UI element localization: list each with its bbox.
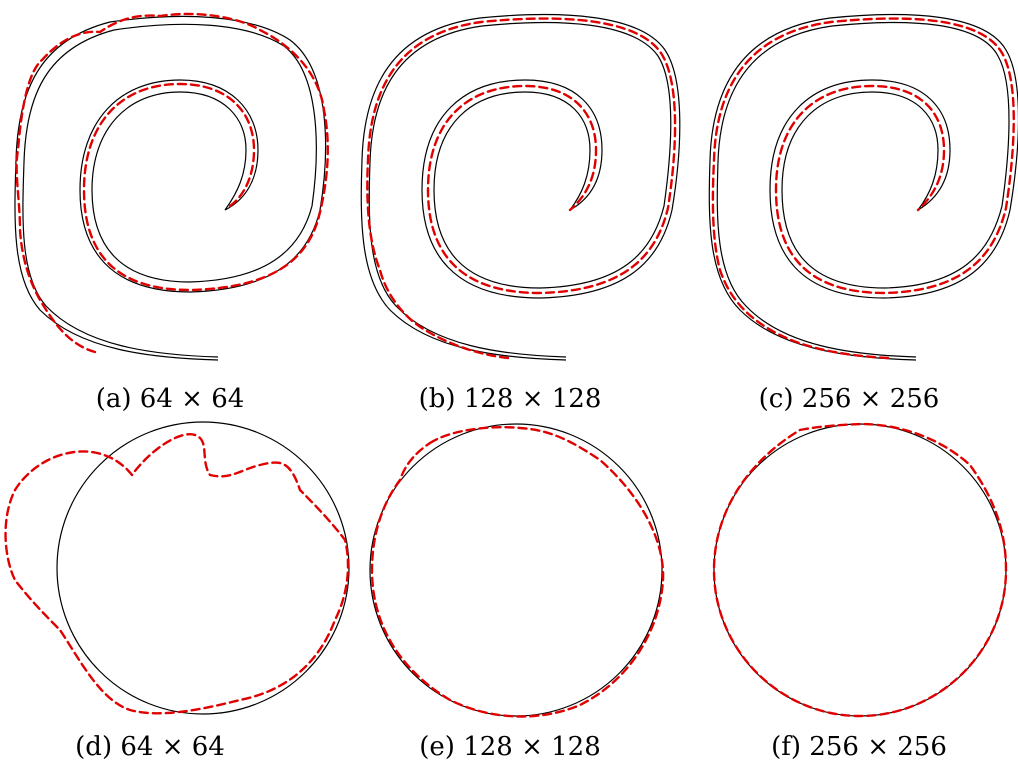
caption-e-text: 128 × 128 <box>463 732 601 762</box>
circle-approx-curve <box>370 425 665 718</box>
panel-f: (f) 256 × 256 <box>700 420 1018 770</box>
panel-b: (b) 128 × 128 <box>340 0 681 420</box>
caption-d-label: (d) <box>75 732 113 762</box>
circle-plot-d <box>4 421 350 715</box>
caption-d-text: 64 × 64 <box>120 732 225 762</box>
caption-b-label: (b) <box>418 384 456 414</box>
spiral-approx-curve <box>366 17 677 360</box>
caption-e-label: (e) <box>419 732 455 762</box>
caption-f-text: 256 × 256 <box>809 732 947 762</box>
circle-approx-curve <box>4 433 350 715</box>
spiral-approx-curve <box>711 17 1015 360</box>
spiral-exact-curve <box>708 13 1018 361</box>
caption-e: (e) 128 × 128 <box>419 732 601 762</box>
caption-c-text: 256 × 256 <box>801 384 940 414</box>
circle-plot-f <box>712 422 1008 718</box>
caption-c-label: (c) <box>758 384 794 414</box>
spiral-plot-b <box>360 13 681 361</box>
panel-c: (c) 256 × 256 <box>680 0 1018 420</box>
spiral-approx-curve <box>15 12 329 354</box>
spiral-plot-a <box>14 12 329 361</box>
circle-plot-e <box>369 423 665 718</box>
caption-b: (b) 128 × 128 <box>419 384 602 414</box>
panel-e: (e) 128 × 128 <box>360 420 700 770</box>
spiral-exact-curve <box>14 15 327 361</box>
caption-a-label: (a) <box>95 384 132 414</box>
caption-d: (d) 64 × 64 <box>75 732 225 762</box>
caption-f-label: (f) <box>771 732 802 762</box>
caption-c: (c) 256 × 256 <box>759 384 940 414</box>
caption-b-text: 128 × 128 <box>463 384 602 414</box>
panel-a: (a) 64 × 64 <box>0 0 340 420</box>
spiral-exact-curve <box>360 13 681 361</box>
caption-f: (f) 256 × 256 <box>771 732 947 762</box>
circle-approx-curve <box>712 422 1008 718</box>
caption-a: (a) 64 × 64 <box>96 384 245 414</box>
circle-exact-curve <box>56 421 350 715</box>
caption-a-text: 64 × 64 <box>139 384 245 414</box>
panel-d: (d) 64 × 64 <box>0 420 360 770</box>
spiral-plot-c <box>708 13 1018 361</box>
